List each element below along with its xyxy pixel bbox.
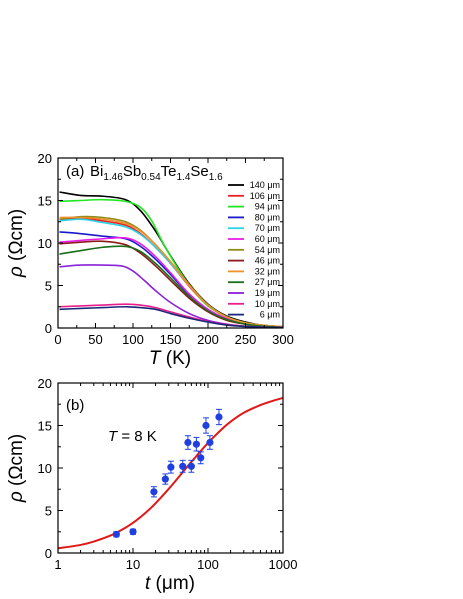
panel-b-data-point-10 (202, 421, 210, 430)
panel-a-legend-label-11: 10 μm (255, 299, 280, 309)
panel-a-x-tick-label: 50 (88, 332, 102, 347)
panel-a-series (59, 191, 283, 328)
panel-b-data-point-4 (167, 463, 175, 471)
panel-b-data-point-9 (197, 454, 205, 462)
panel-b-data-point-1 (129, 528, 137, 536)
panel-a-y-tick-label: 20 (38, 151, 52, 166)
panel-a-x-tick-label: 250 (235, 332, 257, 347)
panel-b-data-point-2 (150, 488, 158, 496)
panel-b-fit-layer (58, 396, 283, 550)
panel-a-legend-label-8: 32 μm (255, 266, 280, 276)
panel-b-y-tick-label: 10 (38, 461, 52, 476)
panel-a-x-tick-label: 150 (160, 332, 182, 347)
panel-a-legend-label-6: 54 μm (255, 245, 280, 255)
panel-b-y-tick-label: 20 (38, 376, 52, 391)
panel-b-data-point-5 (179, 462, 187, 470)
panel-a-legend-label-7: 46 μm (255, 256, 280, 266)
panel-b-y-axis-title: ρ (Ωcm) (6, 434, 27, 503)
panel-a-series-line-6 (59, 215, 283, 328)
panel-a-y-axis-title: ρ (Ωcm) (6, 209, 27, 278)
panel-a-y-tick-label: 0 (45, 321, 52, 336)
panel-a-x-tick-label: 100 (122, 332, 144, 347)
panel-b-y-tick-label: 15 (38, 419, 52, 434)
panel-b-annotation: T = 8 K (108, 428, 157, 445)
panel-a-plot: 0 50 100 150 200 250 300 0 5 10 15 20 (a) Bi1.46Sb0… (6, 151, 294, 369)
panel-a-ticks: 0 50 100 150 200 250 300 0 5 10 15 20 (38, 151, 294, 347)
panel-a-legend-label-1: 106 μm (250, 191, 280, 201)
panel-b-x-tick-label: 10 (126, 557, 140, 572)
panel-a-legend-label-12: 6 μm (260, 310, 280, 320)
panel-b-data-point-3 (161, 475, 169, 483)
panel-a-series-line-0 (59, 191, 283, 328)
panel-a-formula: Bi1.46Sb0.54Te1.4Se1.6 (90, 163, 223, 183)
panel-b-points (112, 408, 223, 538)
panel-a-x-tick-label: 300 (272, 332, 294, 347)
panel-a-x-tick-label: 200 (197, 332, 219, 347)
panel-a-y-tick-label: 10 (38, 236, 52, 251)
panel-a-x-axis-title: T (K) (149, 348, 191, 369)
panel-b-y-tick-label: 0 (45, 546, 52, 561)
panel-b-y-tick-label: 5 (45, 504, 52, 519)
panel-b-data-point-11 (206, 438, 214, 447)
panel-b-data-point-0 (112, 530, 120, 538)
panel-b-data-point-12 (215, 413, 223, 421)
panel-a-y-tick-label: 15 (38, 194, 52, 209)
panel-b-x-tick-label: 100 (197, 557, 219, 572)
panel-b-data-point-6 (184, 438, 192, 447)
panel-a-y-tick-label: 5 (45, 279, 52, 294)
panel-a-x-tick-label: 0 (54, 332, 61, 347)
panel-b-x-tick-label: 1 (54, 557, 61, 572)
panel-b-fit-curve (58, 396, 283, 550)
panel-a-legend-label-2: 94 μm (255, 202, 280, 212)
panel-b-ticks: 1 10 100 1000 0 5 10 15 20 (38, 376, 298, 572)
panel-b-data-point-8 (192, 440, 200, 448)
panel-a-legend-label-9: 27 μm (255, 277, 280, 287)
panel-b-plot: 1 10 100 1000 0 5 10 15 20 (b) T = 8 K t (μm) ρ … (6, 376, 297, 594)
panel-a-label: (a) (66, 163, 84, 180)
panel-a-series-line-8 (59, 216, 283, 328)
panel-a-legend-label-4: 70 μm (255, 223, 280, 233)
panel-a-legend-label-10: 19 μm (255, 288, 280, 298)
panel-b-x-axis-title: t (μm) (145, 573, 195, 594)
panel-a-legend-label-3: 80 μm (255, 212, 280, 222)
panel-b-data-point-7 (187, 462, 195, 470)
panel-b-label: (b) (66, 397, 84, 414)
panel-a-legend-label-0: 140 μm (250, 180, 280, 190)
panel-a-legend-label-5: 60 μm (255, 234, 280, 244)
panel-b-x-tick-label: 1000 (269, 557, 298, 572)
